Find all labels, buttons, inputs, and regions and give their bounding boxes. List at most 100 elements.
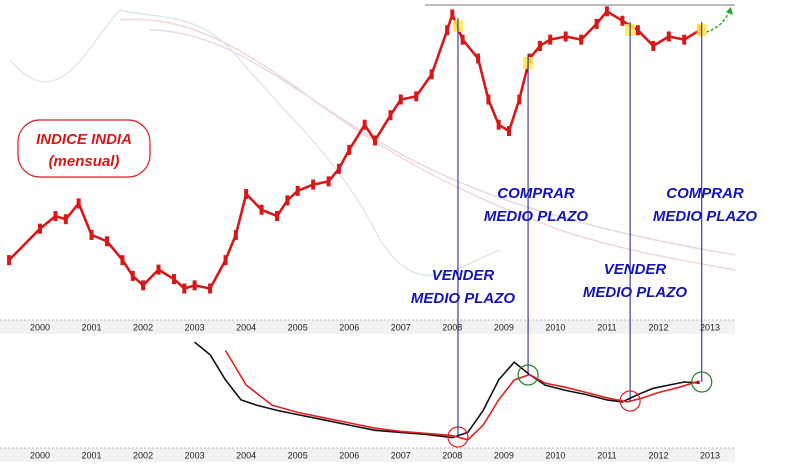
price-bar xyxy=(476,53,481,64)
x-tick-label: 2010 xyxy=(545,322,565,332)
signal-label: MEDIO PLAZO xyxy=(411,290,515,307)
x-tick-label: 2012 xyxy=(648,450,668,460)
x-tick-label: 2013 xyxy=(700,450,720,460)
price-bar xyxy=(460,34,465,45)
signal-label: VENDER xyxy=(604,261,667,278)
price-bar xyxy=(548,34,553,45)
x-tick-label: 2003 xyxy=(185,322,205,332)
background-ribbon xyxy=(9,9,501,277)
price-bar xyxy=(223,255,228,266)
price-bar xyxy=(537,40,542,51)
axis-band xyxy=(0,320,735,334)
signal-label: VENDER xyxy=(432,267,495,284)
price-bar xyxy=(336,163,341,174)
price-bar xyxy=(120,255,125,266)
price-bar xyxy=(486,94,491,105)
price-bar xyxy=(63,214,68,225)
up-arrow xyxy=(705,9,731,33)
price-bar xyxy=(259,204,264,215)
x-tick-label: 2004 xyxy=(236,450,256,460)
signal-label: COMPRAR xyxy=(497,185,575,202)
price-bar xyxy=(666,31,671,42)
price-bar xyxy=(7,255,12,266)
x-tick-label: 2011 xyxy=(597,450,616,460)
price-bar xyxy=(156,264,161,275)
price-bar xyxy=(105,236,109,247)
price-bar xyxy=(295,185,300,196)
chart-title: INDICE INDIA xyxy=(36,131,132,148)
price-bar xyxy=(604,6,609,17)
x-tick-label: 2006 xyxy=(339,322,359,332)
x-tick-label: 2004 xyxy=(236,322,256,332)
x-tick-label: 2008 xyxy=(442,322,462,332)
x-tick-label: 2000 xyxy=(30,450,50,460)
x-tick-label: 2009 xyxy=(494,450,514,460)
price-bar xyxy=(182,283,187,294)
price-bar xyxy=(651,40,656,51)
x-tick-label: 2003 xyxy=(185,450,205,460)
price-bar xyxy=(496,119,501,130)
x-tick-label: 2011 xyxy=(597,322,616,332)
x-tick-label: 2005 xyxy=(288,450,308,460)
price-bar xyxy=(192,280,197,291)
x-tick-label: 2009 xyxy=(494,322,514,332)
data-line xyxy=(224,350,700,441)
price-bar xyxy=(507,126,511,136)
price-bar xyxy=(579,34,584,45)
price-bar xyxy=(275,211,280,222)
background-ribbon xyxy=(149,29,736,256)
price-bar xyxy=(445,25,450,36)
chart-subtitle: (mensual) xyxy=(49,153,120,170)
price-bar xyxy=(347,144,352,155)
price-bar xyxy=(89,229,94,240)
price-bar xyxy=(38,223,42,234)
price-bar xyxy=(326,176,331,187)
x-tick-label: 2007 xyxy=(391,450,411,460)
x-tick-label: 2002 xyxy=(133,450,153,460)
x-tick-label: 2000 xyxy=(30,322,50,332)
title-box xyxy=(17,119,151,178)
price-bar xyxy=(76,198,81,209)
price-bar xyxy=(373,135,377,146)
signal-label: MEDIO PLAZO xyxy=(653,208,757,225)
price-bar xyxy=(362,119,367,130)
axis-band xyxy=(0,448,735,462)
x-tick-label: 2001 xyxy=(82,450,102,460)
price-bar xyxy=(141,280,146,291)
signal-circle xyxy=(517,364,539,386)
price-bar xyxy=(594,18,599,29)
x-tick-label: 2001 xyxy=(82,322,102,332)
x-tick-label: 2007 xyxy=(391,322,411,332)
price-bar xyxy=(635,25,640,36)
price-bar xyxy=(208,283,213,294)
up-arrow-head xyxy=(726,7,733,15)
signal-label: MEDIO PLAZO xyxy=(484,208,588,225)
price-bar xyxy=(388,110,393,121)
data-line xyxy=(194,341,700,439)
x-tick-label: 2002 xyxy=(133,322,153,332)
price-bar xyxy=(450,9,455,20)
price-bar xyxy=(233,229,238,240)
x-tick-label: 2012 xyxy=(648,322,668,332)
price-bar xyxy=(311,179,316,190)
price-bar xyxy=(244,189,249,199)
signal-circle xyxy=(619,390,641,412)
x-tick-label: 2006 xyxy=(339,450,359,460)
signal-circle xyxy=(691,371,713,393)
price-bar xyxy=(172,274,176,285)
signal-label: MEDIO PLAZO xyxy=(583,284,687,301)
price-bar xyxy=(414,91,419,102)
price-bar xyxy=(682,34,687,45)
x-tick-label: 2008 xyxy=(442,450,462,460)
x-tick-label: 2010 xyxy=(545,450,565,460)
signal-label: COMPRAR xyxy=(666,185,744,202)
price-bar xyxy=(620,15,625,26)
price-bar xyxy=(285,195,290,206)
price-bar xyxy=(429,69,434,80)
price-bar xyxy=(517,94,522,105)
background-ribbon xyxy=(119,18,736,271)
price-bar xyxy=(563,31,568,42)
x-tick-label: 2005 xyxy=(288,322,308,332)
